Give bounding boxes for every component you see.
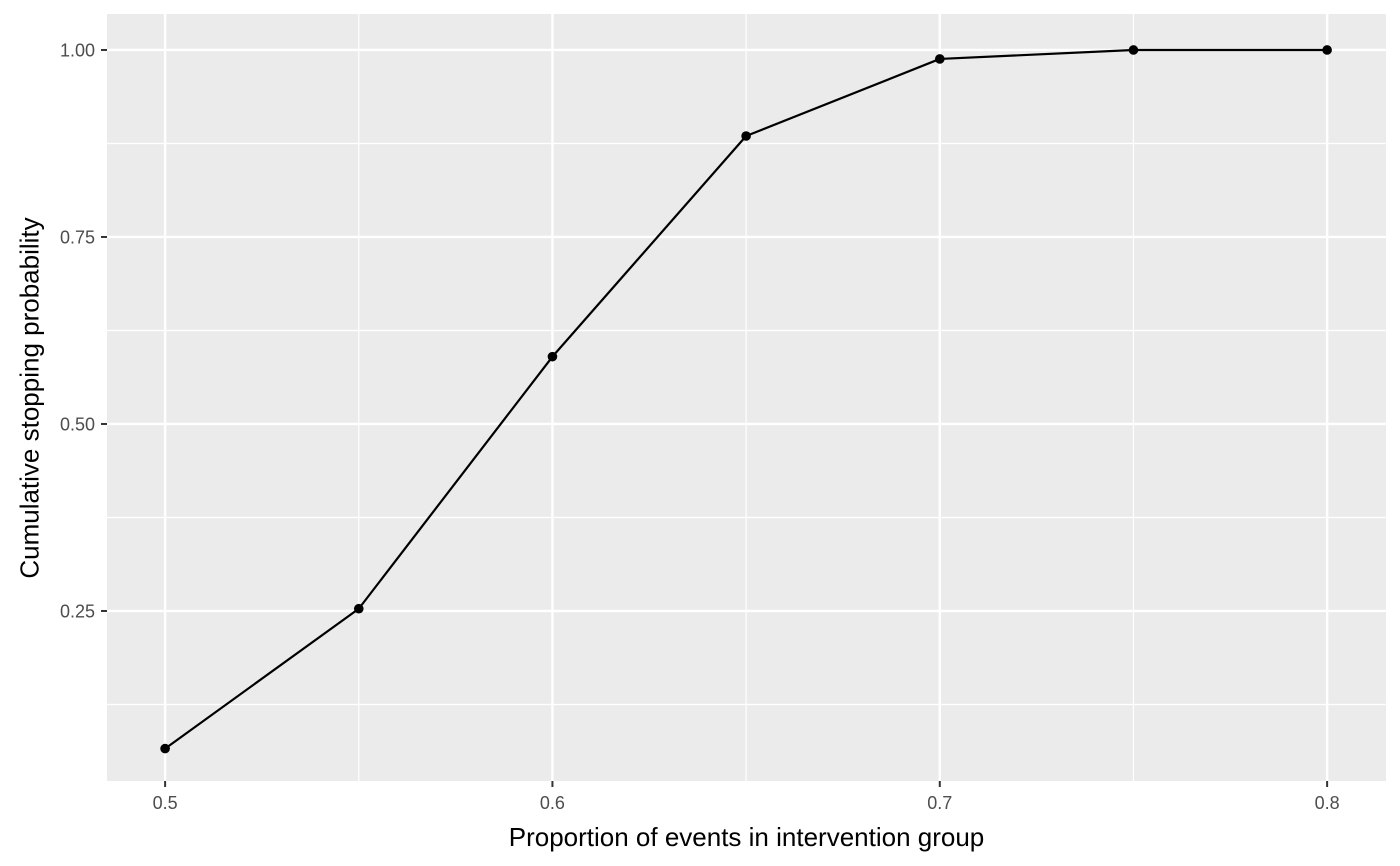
data-point	[160, 743, 170, 754]
x-axis-tick-label: 0.6	[540, 793, 565, 813]
y-axis-tick-label: 1.00	[60, 40, 95, 60]
data-point	[934, 54, 945, 64]
x-axis-tick-label: 0.8	[1315, 793, 1340, 813]
y-axis-tick-label: 0.50	[60, 414, 95, 434]
y-axis-title: Cumulative stopping probability	[14, 217, 45, 579]
data-point	[353, 603, 364, 614]
data-point	[547, 351, 558, 362]
x-axis-title: Proportion of events in intervention gro…	[508, 822, 985, 852]
data-point	[1322, 45, 1332, 55]
y-axis-tick-label: 0.75	[60, 227, 95, 247]
x-axis-tick-label: 0.7	[927, 793, 952, 813]
data-point	[741, 131, 751, 141]
y-axis-tick-label: 0.25	[60, 601, 95, 621]
x-axis-tick-label: 0.5	[153, 793, 178, 813]
data-point	[1128, 45, 1139, 55]
